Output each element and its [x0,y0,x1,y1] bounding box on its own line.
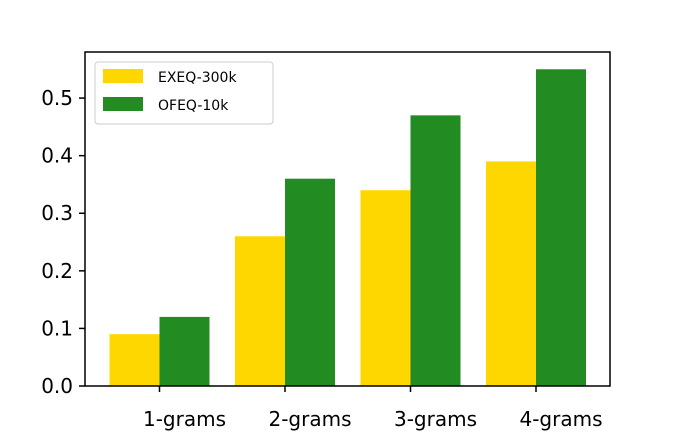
x-tick-label: 1-grams [143,407,226,431]
bar-ofeq-10k-3-grams [410,115,461,387]
bars-group [109,69,586,387]
bar-exeq-300k-1-grams [109,334,160,386]
y-tick-label: 0.5 [41,86,73,110]
legend: EXEQ-300k OFEQ-10k [94,61,274,125]
y-tick-label: 0.0 [41,374,73,398]
x-tick-label: 3-grams [394,407,477,431]
legend-swatch-exeq-300k [103,69,143,83]
bar-exeq-300k-2-grams [235,236,285,386]
legend-label-exeq-300k: EXEQ-300k [158,70,237,86]
y-tick-label: 0.1 [41,316,73,340]
bar-exeq-300k-4-grams [486,161,536,386]
legend-label-ofeq-10k: OFEQ-10k [158,98,229,114]
x-tick-label: 2-grams [268,407,351,431]
y-tick-label: 0.4 [41,144,73,168]
y-tick-label: 0.3 [41,201,73,225]
bar-ofeq-10k-4-grams [536,69,586,386]
y-axis: 0.0 0.1 0.2 0.3 0.4 0.5 [41,86,85,398]
bar-ofeq-10k-2-grams [285,178,335,386]
legend-swatch-ofeq-10k [103,97,143,111]
plot-frame [84,51,611,387]
y-tick-label: 0.2 [41,259,73,283]
x-axis: 1-grams 2-grams 3-grams 4-grams [143,386,603,431]
bar-ofeq-10k-1-grams [159,316,210,386]
x-tick-label: 4-grams [519,407,602,431]
bar-exeq-300k-3-grams [360,190,411,386]
